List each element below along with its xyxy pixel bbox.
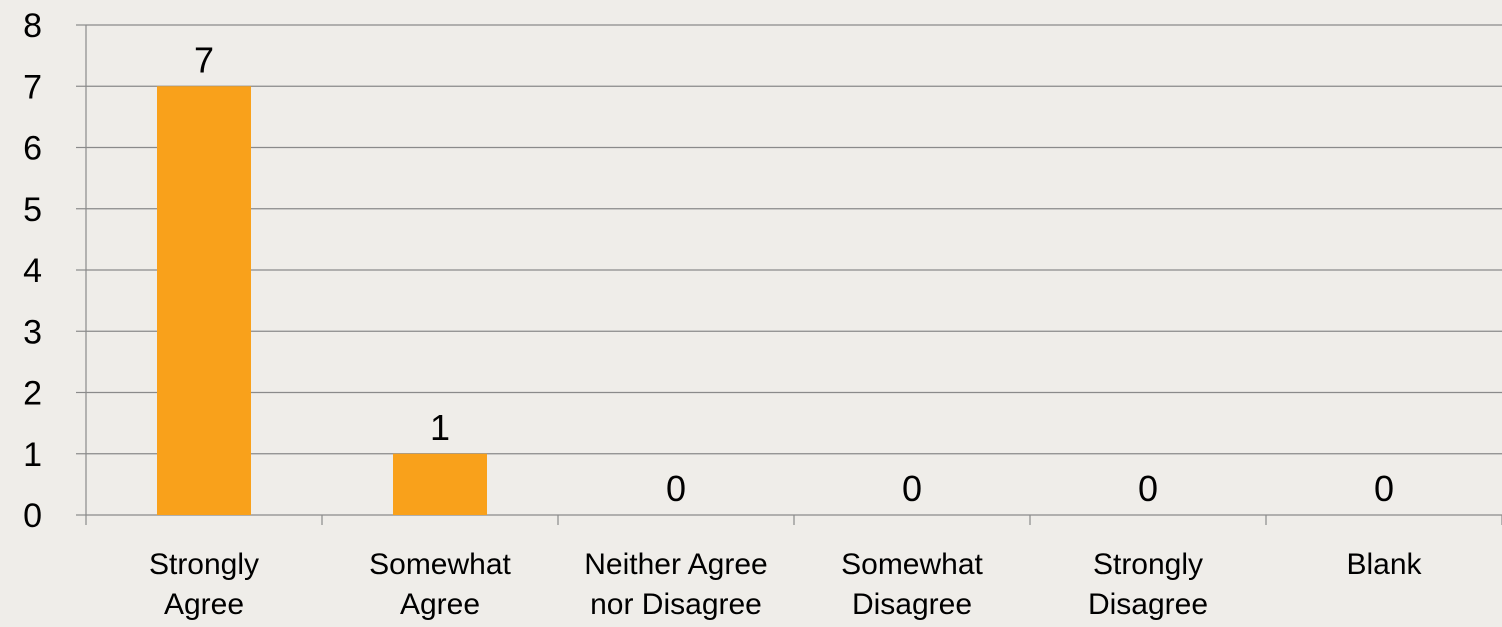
data-label: 0 <box>666 468 686 509</box>
category-label: Somewhat Agree <box>369 548 511 621</box>
data-label: 0 <box>902 468 922 509</box>
data-label: 0 <box>1374 468 1394 509</box>
category-label-line: Strongly <box>1093 548 1203 581</box>
category-label: Blank <box>1346 548 1422 581</box>
category-label-line: nor Disagree <box>590 588 762 621</box>
category-label-line: Blank <box>1346 548 1422 581</box>
category-label-line: Somewhat <box>841 548 983 581</box>
data-label: 0 <box>1138 468 1158 509</box>
y-tick-label: 8 <box>23 7 42 45</box>
data-label: 1 <box>430 407 450 448</box>
y-tick-label: 0 <box>23 497 42 535</box>
y-tick-label: 2 <box>23 375 42 413</box>
category-label-line: Agree <box>400 588 480 621</box>
y-tick-label: 4 <box>23 252 42 290</box>
axes <box>76 24 1502 525</box>
y-tick-label: 1 <box>23 436 42 474</box>
category-label: Neither Agree nor Disagree <box>584 548 767 621</box>
category-label: Strongly Disagree <box>1088 548 1208 621</box>
category-label-line: Strongly <box>149 548 259 581</box>
category-label: Strongly Agree <box>149 548 259 621</box>
bars <box>157 86 487 515</box>
y-tick-label: 7 <box>23 68 42 106</box>
category-label-line: Neither Agree <box>584 548 767 581</box>
data-label: 7 <box>194 39 214 80</box>
y-tick-label: 5 <box>23 191 42 229</box>
y-tick-label: 6 <box>23 130 42 168</box>
category-label-line: Agree <box>164 588 244 621</box>
y-tick-label: 3 <box>23 313 42 351</box>
category-label-line: Disagree <box>1088 588 1208 621</box>
category-label: Somewhat Disagree <box>841 548 983 621</box>
bar <box>157 86 251 515</box>
gridlines <box>86 24 1502 455</box>
category-label-line: Somewhat <box>369 548 511 581</box>
bar <box>393 453 487 515</box>
category-label-line: Disagree <box>852 588 972 621</box>
labels: 0 1 2 3 4 5 6 7 8 7 Strongly Agree 1 Somewhat Agree 0 Ne… <box>23 7 1422 621</box>
